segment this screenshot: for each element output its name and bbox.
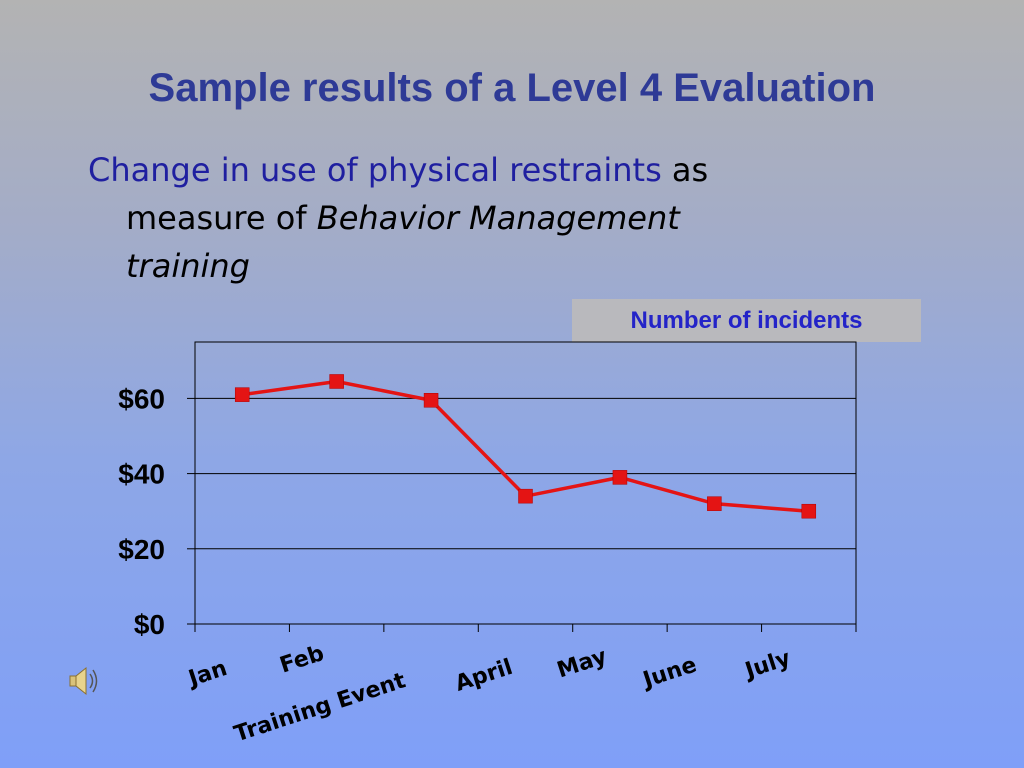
data-point-marker	[234, 387, 250, 402]
data-point-marker	[612, 470, 628, 485]
x-tick-label: May	[554, 644, 610, 683]
subtitle-line-3: training	[88, 242, 888, 290]
slide-title: Sample results of a Level 4 Evaluation	[148, 66, 876, 110]
x-tick-label: June	[638, 653, 699, 694]
x-tick-label: July	[740, 646, 793, 685]
subtitle-highlight: Change in use of physical restraints	[88, 151, 662, 189]
y-tick-label: $0	[134, 609, 165, 640]
data-point-marker	[518, 488, 533, 504]
x-tick-label: Training Event	[231, 668, 409, 747]
slide-subtitle: Change in use of physical restraints as …	[88, 146, 888, 290]
y-tick-label: $40	[118, 459, 165, 490]
y-tick-label: $20	[118, 534, 165, 565]
x-tick-label: Feb	[277, 641, 327, 679]
subtitle-as: as	[661, 151, 709, 189]
x-tick-label: Jan	[184, 656, 230, 692]
y-tick-label: $60	[118, 383, 165, 414]
subtitle-measure-of: measure of	[126, 199, 317, 237]
chart-legend: Number of incidents	[572, 299, 921, 342]
subtitle-line-2: measure of Behavior Management	[88, 194, 888, 242]
data-point-marker	[707, 496, 722, 511]
data-point-marker	[329, 374, 344, 389]
x-tick-label: April	[452, 655, 516, 697]
subtitle-training: training	[126, 247, 250, 285]
data-point-marker	[801, 503, 817, 519]
subtitle-behavior-management: Behavior Management	[316, 199, 680, 237]
plot-area	[194, 341, 857, 625]
speaker-icon[interactable]	[66, 664, 100, 698]
data-point-marker	[423, 393, 439, 408]
